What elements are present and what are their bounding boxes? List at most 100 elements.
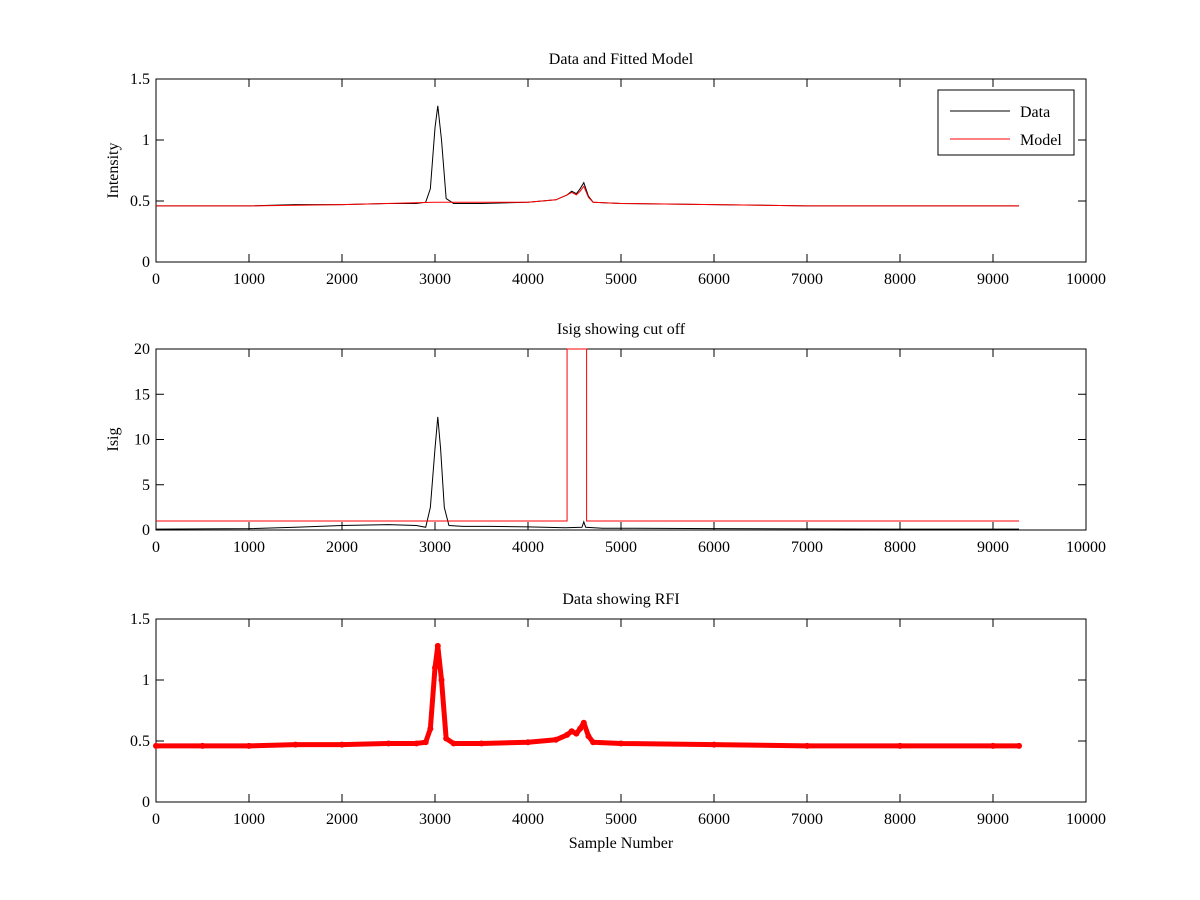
scatter-point [443, 735, 450, 742]
x-tick-label: 8000 [884, 271, 916, 288]
x-tick-label: 6000 [698, 811, 730, 828]
y-axis-label: Intensity [105, 143, 122, 199]
y-axis: 0 0.5 1 1.5 [130, 611, 1086, 811]
x-tick-label: 3000 [419, 271, 451, 288]
y-tick-label: 1 [142, 672, 150, 689]
scatter-point [153, 742, 159, 749]
x-tick-label: 7000 [791, 539, 823, 556]
chart-title: Isig showing cut off [557, 321, 686, 338]
x-tick-label: 10000 [1066, 539, 1106, 556]
scatter-point [246, 742, 252, 749]
x-tick-label: 4000 [512, 271, 544, 288]
x-tick-label: 5000 [605, 539, 637, 556]
x-tick-label: 2000 [326, 271, 358, 288]
plot-area [155, 78, 1087, 263]
x-tick-label: 10000 [1066, 271, 1106, 288]
x-tick-label: 7000 [791, 811, 823, 828]
y-tick-label: 1 [142, 132, 150, 149]
scatter-point [580, 719, 587, 726]
series-group [156, 105, 1020, 207]
scatter-point [711, 741, 717, 748]
y-tick-label: 0 [142, 522, 150, 539]
x-tick-label: 0 [152, 539, 160, 556]
y-tick-label: 0.5 [130, 193, 150, 210]
series-group [153, 642, 1023, 749]
scatter-point [990, 742, 996, 749]
x-tick-label: 6000 [698, 539, 730, 556]
series-2-line [156, 348, 1020, 522]
rfi-series-trace [153, 643, 1022, 749]
x-tick-label: 1000 [233, 271, 265, 288]
x-tick-label: 4000 [512, 539, 544, 556]
chart-title: Data showing RFI [562, 591, 679, 608]
scatter-point [897, 742, 903, 749]
scatter-point [525, 739, 531, 746]
subplot-1: 0 1000 2000 3000 4000 5000 6000 7000 8000 9000 100… [105, 51, 1106, 288]
scatter-point [590, 739, 597, 746]
y-tick-label: 15 [134, 386, 150, 403]
scatter-point [804, 742, 810, 749]
y-tick-label: 1.5 [130, 71, 150, 88]
x-tick-label: 6000 [698, 271, 730, 288]
y-tick-label: 10 [134, 432, 150, 449]
subplot-3: 0 1000 2000 3000 4000 5000 6000 7000 8000 9000 100… [130, 591, 1106, 852]
scatter-point [427, 725, 434, 732]
legend-label: Data [1020, 104, 1050, 121]
scatter-point [585, 733, 592, 740]
plot-area [155, 618, 1087, 803]
x-tick-label: 1000 [233, 539, 265, 556]
legend-label: Model [1020, 132, 1062, 149]
scatter-point [568, 728, 575, 735]
series-1-line [155, 416, 1020, 530]
x-tick-label: 2000 [326, 539, 358, 556]
x-tick-label: 9000 [977, 811, 1009, 828]
scatter-point [450, 740, 457, 747]
x-axis-label: Sample Number [569, 835, 674, 852]
y-tick-label: 0 [142, 254, 150, 271]
scatter-point [292, 741, 299, 748]
y-tick-label: 5 [142, 477, 150, 494]
y-tick-label: 20 [134, 341, 150, 358]
x-tick-label: 0 [152, 811, 160, 828]
scatter-point [432, 664, 438, 671]
y-tick-label: 1.5 [130, 611, 150, 628]
x-axis: 0 1000 2000 3000 4000 5000 6000 7000 8000 9000 100… [152, 619, 1106, 828]
x-axis: 0 1000 2000 3000 4000 5000 6000 7000 8000 9000 100… [152, 349, 1106, 556]
x-tick-label: 5000 [605, 811, 637, 828]
x-tick-label: 2000 [326, 811, 358, 828]
x-tick-label: 8000 [884, 539, 916, 556]
scatter-point [552, 736, 559, 743]
scatter-point [385, 740, 392, 747]
y-axis: 0 5 10 15 20 [134, 341, 1086, 539]
y-axis: 0 0.5 1 1.5 [130, 71, 1086, 271]
x-tick-label: 4000 [512, 811, 544, 828]
scatter-point [564, 731, 571, 738]
scatter-point [422, 739, 429, 746]
x-tick-label: 1000 [233, 811, 265, 828]
plot-area [155, 348, 1087, 531]
scatter-point [618, 740, 624, 747]
scatter-point [573, 730, 580, 737]
x-axis: 0 1000 2000 3000 4000 5000 6000 7000 8000 9000 100… [152, 79, 1106, 288]
scatter-point [1016, 742, 1023, 749]
scatter-point [413, 740, 420, 747]
x-tick-label: 3000 [419, 811, 451, 828]
subplot-2: 0 1000 2000 3000 4000 5000 6000 7000 8000 9000 100… [105, 321, 1106, 556]
legend: Data Model [937, 89, 1075, 156]
y-axis-label: Isig [105, 428, 122, 452]
scatter-point [434, 642, 441, 649]
x-tick-label: 3000 [419, 539, 451, 556]
x-tick-label: 5000 [605, 271, 637, 288]
y-tick-label: 0.5 [130, 733, 150, 750]
y-tick-label: 0 [142, 794, 150, 811]
series-group [155, 348, 1020, 530]
scatter-point [577, 725, 584, 732]
scatter-point [339, 741, 345, 748]
chart-title: Data and Fitted Model [549, 51, 694, 68]
scatter-point [478, 740, 485, 747]
x-tick-label: 9000 [977, 271, 1009, 288]
x-tick-label: 8000 [884, 811, 916, 828]
scatter-point [438, 677, 445, 683]
legend-box [937, 89, 1075, 156]
